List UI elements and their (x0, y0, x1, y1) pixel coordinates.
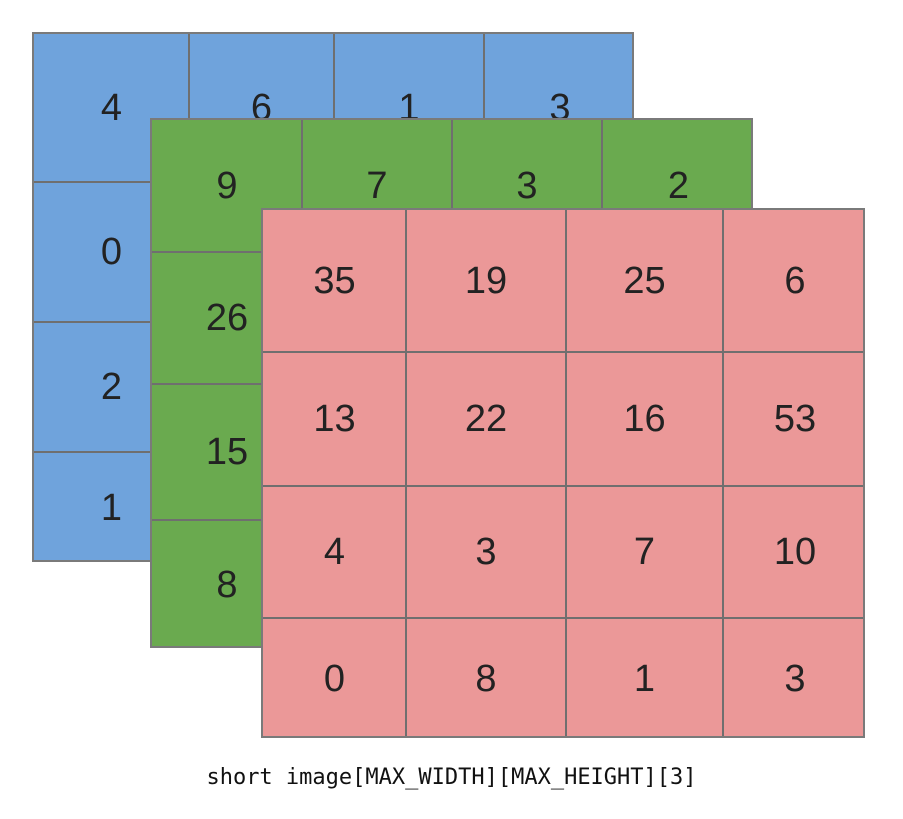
blue-cell: 2 (100, 365, 123, 408)
green-cell: 9 (216, 164, 238, 207)
red-cell: 19 (464, 259, 508, 302)
red-cell: 25 (623, 259, 666, 302)
green-cell: 2 (667, 164, 690, 207)
red-cell: 3 (784, 657, 806, 700)
red-grid-hline (263, 351, 863, 353)
red-cell: 16 (623, 397, 666, 440)
red-cell: 4 (323, 530, 346, 573)
red-grid-vline (405, 210, 407, 736)
red-cell: 35 (313, 259, 356, 302)
blue-cell: 0 (100, 230, 123, 273)
red-cell: 53 (773, 397, 817, 440)
red-cell: 0 (323, 657, 346, 700)
red-grid-hline (263, 485, 863, 487)
red-channel-layer: 35 19 25 6 13 22 16 53 4 3 7 10 0 8 1 3 (261, 208, 865, 738)
red-cell: 6 (784, 259, 806, 302)
red-grid-vline (722, 210, 724, 736)
red-cell: 8 (475, 657, 497, 700)
array-declaration-caption: short image[MAX_WIDTH][MAX_HEIGHT][3] (206, 765, 697, 790)
red-cell: 22 (464, 397, 508, 440)
green-cell: 15 (205, 430, 249, 473)
red-cell: 1 (633, 657, 656, 700)
green-cell: 8 (216, 563, 238, 606)
red-cell: 3 (475, 530, 497, 573)
red-grid-hline (263, 617, 863, 619)
red-grid-vline (565, 210, 567, 736)
blue-cell: 4 (100, 86, 123, 129)
green-cell: 3 (516, 164, 538, 207)
red-cell: 13 (313, 397, 356, 440)
blue-cell: 1 (100, 486, 123, 529)
red-cell: 10 (773, 530, 817, 573)
green-cell: 26 (205, 296, 249, 339)
green-cell: 7 (366, 164, 388, 207)
red-cell: 7 (633, 530, 656, 573)
